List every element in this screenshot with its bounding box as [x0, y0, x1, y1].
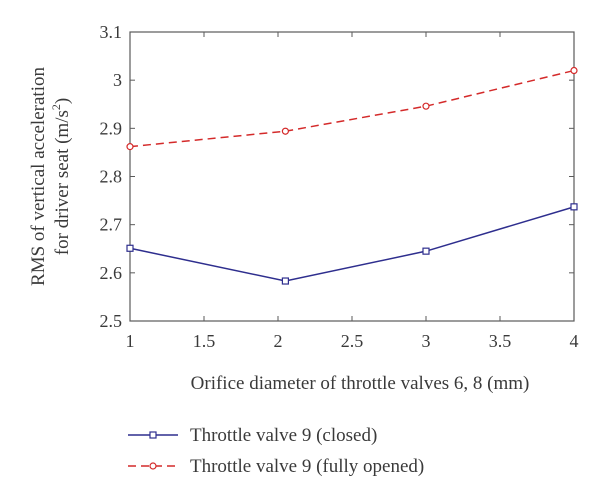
y-axis-label-line2: for driver seat (m/s2) — [49, 98, 73, 255]
x-axis-ticks: 1 1.5 2 2.5 3 3.5 4 — [126, 32, 579, 351]
series-line — [129, 206, 575, 282]
y-axis-label-unit-exponent: 2 — [49, 104, 63, 110]
series-1 — [126, 203, 578, 285]
x-tick-label: 1 — [126, 331, 135, 351]
legend: Throttle valve 9 (closed) Throttle valve … — [128, 425, 424, 477]
x-tick-label: 3 — [422, 331, 431, 351]
x-tick-label: 2 — [274, 331, 283, 351]
x-axis-label: Orifice diameter of throttle valves 6, 8… — [191, 373, 530, 394]
y-axis-label-unit-prefix: for driver seat (m/s — [52, 110, 73, 255]
data-point — [126, 143, 134, 151]
legend-item-2: Throttle valve 9 (fully opened) — [128, 456, 424, 477]
x-tick-label: 2.5 — [341, 331, 364, 351]
plot-area — [129, 31, 575, 322]
legend-item-1: Throttle valve 9 (closed) — [128, 425, 377, 446]
y-axis-ticks: 2.5 2.6 2.7 2.8 2.9 3 3.1 — [100, 22, 574, 331]
y-axis-label-unit-suffix: ) — [52, 98, 73, 104]
y-tick-label: 2.9 — [100, 118, 123, 138]
y-axis-label-line1: RMS of vertical acceleration — [28, 67, 49, 286]
legend-marker — [149, 431, 157, 439]
y-tick-label: 3 — [113, 70, 122, 90]
series-layer — [126, 66, 578, 285]
data-point — [570, 203, 578, 211]
series-line — [129, 69, 575, 148]
data-point — [281, 127, 289, 135]
data-point — [281, 277, 289, 285]
data-point — [422, 102, 430, 110]
series-2 — [126, 66, 578, 151]
y-tick-label: 3.1 — [100, 22, 123, 42]
legend-marker — [149, 462, 157, 470]
data-point — [422, 247, 430, 255]
y-axis-label: RMS of vertical acceleration for driver … — [28, 67, 73, 286]
x-tick-label: 4 — [570, 331, 579, 351]
y-tick-label: 2.5 — [100, 311, 123, 331]
data-point — [126, 244, 134, 252]
legend-label: Throttle valve 9 (closed) — [190, 425, 377, 446]
plot-frame — [129, 31, 575, 322]
y-tick-label: 2.6 — [100, 263, 123, 283]
data-point — [570, 66, 578, 75]
y-tick-label: 2.8 — [100, 167, 123, 187]
y-tick-label: 2.7 — [100, 215, 123, 235]
x-tick-label: 1.5 — [193, 331, 216, 351]
legend-label: Throttle valve 9 (fully opened) — [190, 456, 424, 477]
x-tick-label: 3.5 — [489, 331, 512, 351]
